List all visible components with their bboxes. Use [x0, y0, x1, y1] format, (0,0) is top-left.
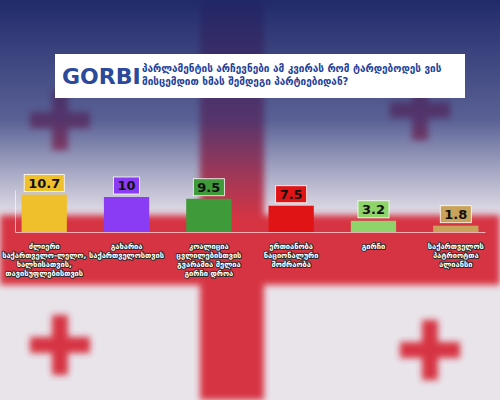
logo: GORBI [62, 64, 141, 89]
bar [269, 206, 314, 232]
header: GORBIპარლამენტის არჩევნები ამ კვირას რომ… [55, 54, 465, 98]
shade [0, 0, 500, 400]
data-label-box [440, 206, 471, 223]
bar [186, 199, 231, 232]
title-box [55, 54, 465, 98]
x-tick-label: გირჩი [362, 242, 386, 251]
title: პარლამენტის არჩევნები ამ კვირას რომ ტარდ… [142, 63, 442, 87]
x-tick: გახარიასაქართველოსთვის [89, 232, 164, 260]
y-axis [15, 191, 16, 233]
data-label-box [113, 177, 139, 194]
flag-ground [0, 0, 500, 400]
bar [351, 221, 396, 232]
x-tick: გირჩი [362, 232, 386, 251]
data-label: 7.5 [276, 186, 307, 203]
data-label-text: 1.8 [444, 207, 467, 222]
bar [104, 197, 149, 232]
x-axis: ძლიერისაქართველო-ლელო,ხალხისათვის,თავისუ… [2, 232, 485, 278]
data-label: 1.8 [440, 206, 471, 223]
data-label: 9.5 [193, 179, 224, 196]
data-label-text: 3.2 [362, 202, 385, 217]
x-tick: კოალიციაცვლილებისთვისგვარამია მელიაგირჩი… [176, 232, 241, 278]
chart: GORBIპარლამენტის არჩევნები ამ კვირას რომ… [0, 0, 500, 400]
x-tick: ერთიანობანაციონალურიმოძრაობა [264, 232, 319, 269]
x-tick-label: საქართველოსპატრიოტთაალიანსი [428, 242, 484, 269]
data-labels: 10.7 10 9.5 7.5 3.2 1.8 [24, 175, 471, 223]
data-label: 10.7 [24, 175, 64, 192]
x-tick: საქართველოსპატრიოტთაალიანსი [428, 232, 484, 269]
x-tick-label: კოალიციაცვლილებისთვისგვარამია მელიაგირჩი… [176, 242, 241, 278]
data-label-box [193, 179, 224, 196]
data-label-text: 7.5 [280, 187, 303, 202]
bar [22, 195, 67, 232]
data-label-text: 9.5 [197, 180, 220, 195]
x-axis-line [16, 232, 486, 233]
data-label: 3.2 [358, 201, 389, 218]
background [0, 0, 500, 400]
y-axis-line [15, 191, 16, 233]
x-tick-label: ერთიანობანაციონალურიმოძრაობა [264, 242, 319, 269]
x-tick-label: გახარიასაქართველოსთვის [89, 242, 164, 260]
data-label-box [276, 186, 307, 203]
bars [22, 195, 479, 232]
flag-cross [0, 0, 500, 400]
data-label-text: 10 [117, 178, 135, 193]
x-tick-label: ძლიერისაქართველო-ლელო,ხალხისათვის,თავისუ… [2, 242, 86, 278]
data-label-box [24, 175, 64, 192]
bar [433, 226, 478, 232]
x-tick: ძლიერისაქართველო-ლელო,ხალხისათვის,თავისუ… [2, 232, 86, 278]
data-label-box [358, 201, 389, 218]
data-label: 10 [113, 177, 139, 194]
data-label-text: 10.7 [28, 176, 60, 191]
